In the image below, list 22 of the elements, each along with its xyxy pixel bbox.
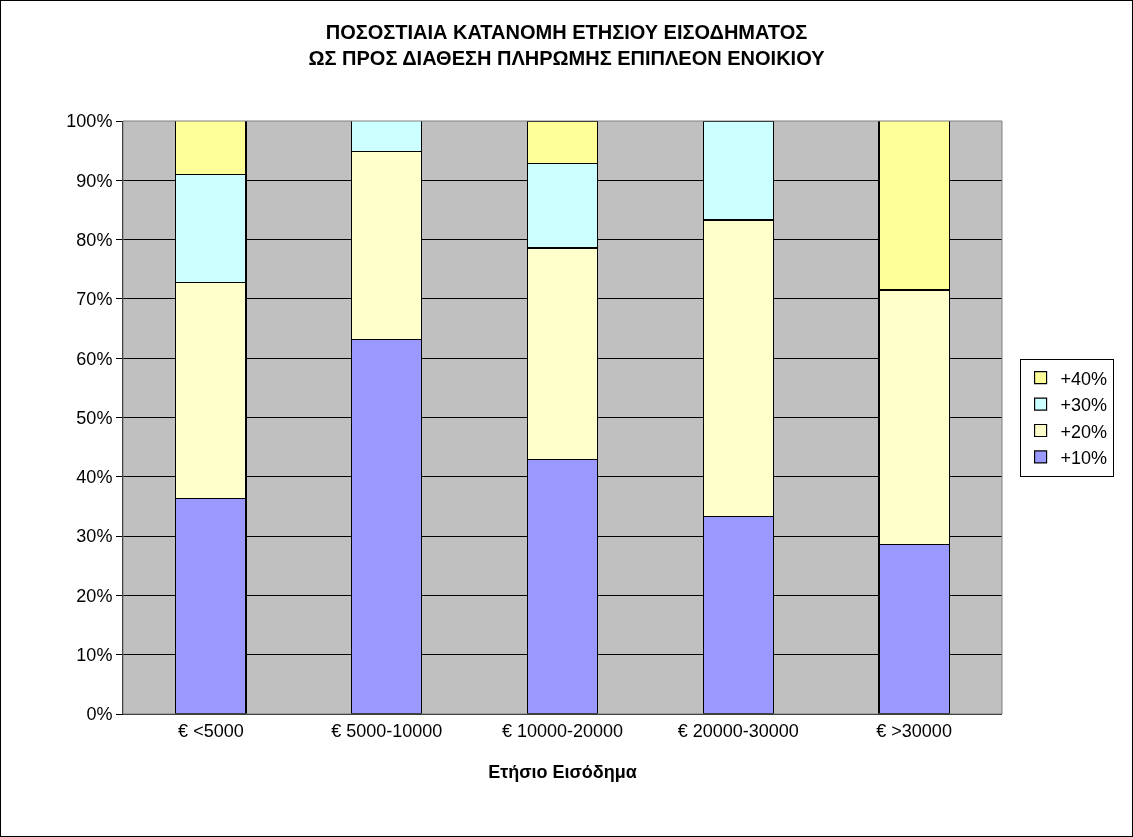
chart-title: ΠΟΣΟΣΤΙΑΙΑ ΚΑΤΑΝΟΜΗ ΕΤΗΣΙΟΥ ΕΙΣΟΔΗΜΑΤΟΣ ΩΣ ΠΡΟΣ ΔΙΑΘΕΣΗ ΠΛΗΡΩΜΗΣ ΕΠΙΠΛΕΟΝ ΕΝΟΙΚΙΟΥ bbox=[308, 20, 826, 69]
y-tick-label: 100% bbox=[66, 111, 113, 132]
y-tick-label: 30% bbox=[76, 526, 113, 547]
x-tick-label: € 5000-10000 bbox=[331, 720, 443, 741]
legend-label: +40% bbox=[1060, 368, 1108, 389]
y-tick-label: 60% bbox=[76, 348, 113, 369]
y-tick-label: 10% bbox=[76, 645, 113, 665]
x-tick-label: € 10000-20000 bbox=[501, 720, 624, 741]
legend-label: +30% bbox=[1060, 395, 1108, 416]
y-tick-label: 70% bbox=[76, 289, 113, 310]
y-tick-label: 40% bbox=[76, 467, 113, 488]
x-axis-title: Ετήσιο Εισόδημα bbox=[488, 761, 637, 782]
x-tick-label: € 20000-30000 bbox=[677, 720, 799, 741]
y-tick-label: 50% bbox=[76, 407, 113, 428]
y-tick-label: 90% bbox=[76, 170, 113, 191]
x-tick-label: € >30000 bbox=[876, 720, 952, 741]
y-tick-label: 20% bbox=[76, 585, 113, 606]
y-tick-label: 0% bbox=[86, 704, 113, 725]
x-tick-label: € <5000 bbox=[178, 720, 244, 741]
legend-label: +10% bbox=[1060, 447, 1108, 468]
legend-label: +20% bbox=[1060, 421, 1108, 442]
y-tick-label: 80% bbox=[76, 229, 113, 250]
